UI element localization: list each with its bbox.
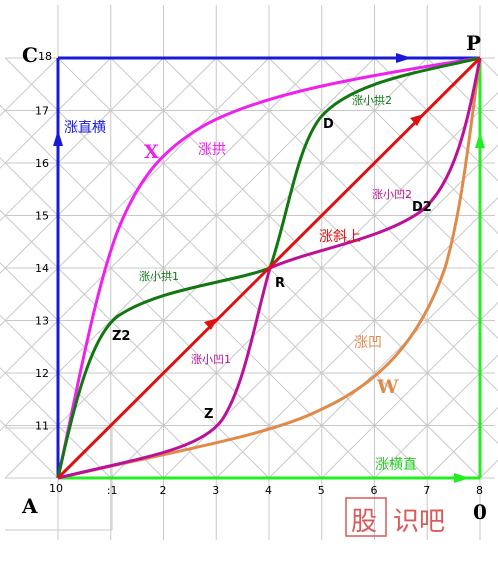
x-tick-label: 5 [318,484,325,497]
x-tick-label: 2 [160,484,167,497]
y-tick-label: 11 [35,420,49,433]
point-label-d: D [323,117,334,132]
right-arrow-green [454,473,470,483]
label-up-straight: 涨直横 [64,119,106,136]
point-label-d2: D2 [412,200,432,215]
y-tick-label: 17 [35,105,49,118]
point-label-r: R [275,276,285,291]
x-tick-label: 8 [476,484,483,497]
label-small-concave-2: 涨小凹2 [372,188,412,201]
point-label-c: C [22,43,38,67]
watermark-text: 识吧 [393,507,445,537]
point-label-x: X [144,141,159,163]
label-straight-up: 涨横直 [375,456,417,473]
watermark-char: 股 [351,507,377,537]
label-small-arch-2: 涨小拱2 [352,93,392,107]
point-label-z2: Z2 [112,329,130,344]
label-small-concave-1: 涨小凹1 [191,353,231,366]
y-tick-label: 16 [35,157,49,170]
watermark: 股 识吧 [346,498,445,537]
label-concave: 涨凹 [354,335,382,351]
point-label-o: 0 [473,500,487,524]
x-tick-label: 6 [371,484,378,497]
label-small-arch-1: 涨小拱1 [139,269,179,283]
right-arrow-blue [396,53,412,63]
point-label-a: A [21,494,38,518]
y-origin-label: 18 [38,50,52,63]
y-tick-label: 13 [35,315,49,328]
point-label-w: W [376,376,399,398]
x-tick-label: :1 [107,484,118,497]
y-tick-label: 12 [35,367,49,380]
up-arrow-green [475,132,485,148]
x-origin-label: 10 [49,482,63,495]
x-tick-label: 3 [212,484,219,497]
label-arch: 涨拱 [198,142,226,158]
y-tick-label: 14 [35,262,49,275]
y-tick-labels: 11 12 13 14 15 16 17 [35,105,49,433]
x-tick-labels: :1 2 3 4 5 6 7 8 [107,484,483,497]
y-tick-label: 15 [35,210,49,223]
x-tick-label: 7 [423,484,430,497]
up-arrow-blue [53,130,63,146]
point-label-z: Z [204,407,213,422]
point-label-p: P [466,31,481,55]
x-tick-label: 4 [265,484,272,497]
label-diagonal: 涨斜上 [319,229,361,245]
